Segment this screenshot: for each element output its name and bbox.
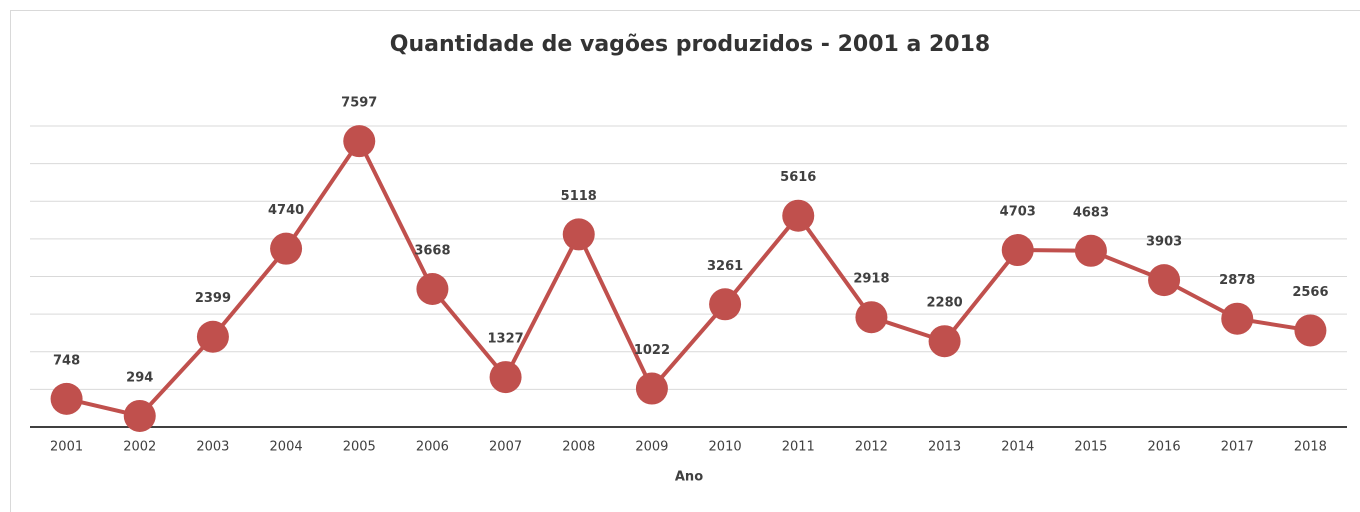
x-tick-label: 2008 [562, 440, 595, 455]
x-tick-label: 2002 [123, 440, 156, 455]
marker [416, 272, 449, 305]
marker [1221, 302, 1254, 335]
x-tick-label: 2017 [1221, 440, 1254, 455]
data-label: 3903 [1146, 235, 1182, 250]
x-tick-label: 2014 [1001, 440, 1034, 455]
data-label: 2918 [853, 272, 889, 287]
x-tick-label: 2011 [782, 440, 815, 455]
data-label: 4683 [1073, 205, 1109, 220]
x-tick-label: 2015 [1074, 440, 1107, 455]
x-axis-label: Ano [675, 470, 703, 485]
x-tick-label: 2006 [416, 440, 449, 455]
marker [489, 361, 522, 394]
marker [1148, 264, 1181, 297]
marker [709, 288, 742, 321]
data-label: 3261 [707, 259, 743, 274]
x-tick-label: 2004 [270, 440, 303, 455]
data-label: 7597 [341, 96, 377, 111]
x-tick-label: 2009 [635, 440, 668, 455]
data-label: 1022 [634, 343, 670, 358]
marker [855, 301, 888, 334]
marker [343, 125, 376, 158]
data-label: 5616 [780, 170, 816, 185]
data-label: 294 [126, 370, 153, 385]
data-label: 4740 [268, 203, 304, 218]
line [66, 137, 1311, 419]
marker [270, 232, 303, 265]
marker [635, 372, 668, 405]
chart-title: Quantidade de vagões produzidos - 2001 a… [390, 32, 990, 57]
marker [196, 320, 229, 353]
data-label: 2399 [195, 291, 231, 306]
marker [123, 399, 156, 432]
marker [1001, 234, 1034, 267]
x-tick-label: 2012 [855, 440, 888, 455]
chart-border [10, 10, 1360, 512]
data-label: 2878 [1219, 273, 1255, 288]
data-label: 2566 [1292, 285, 1328, 300]
marker [50, 382, 83, 415]
data-label: 748 [53, 353, 80, 368]
data-label: 2280 [926, 296, 962, 311]
data-label: 1327 [487, 332, 523, 347]
x-tick-label: 2013 [928, 440, 961, 455]
marker [1074, 234, 1107, 267]
marker [928, 325, 961, 358]
data-label: 4703 [1000, 205, 1036, 220]
data-label: 3668 [414, 243, 450, 258]
data-label: 5118 [561, 189, 597, 204]
x-tick-label: 2003 [196, 440, 229, 455]
x-tick-label: 2010 [709, 440, 742, 455]
marker [1294, 314, 1327, 347]
x-tick-label: 2001 [50, 440, 83, 455]
x-tick-label: 2018 [1294, 440, 1327, 455]
x-tick-label: 2007 [489, 440, 522, 455]
x-tick-label: 2016 [1148, 440, 1181, 455]
x-tick-label: 2005 [343, 440, 376, 455]
marker [562, 218, 595, 251]
marker [782, 199, 815, 232]
